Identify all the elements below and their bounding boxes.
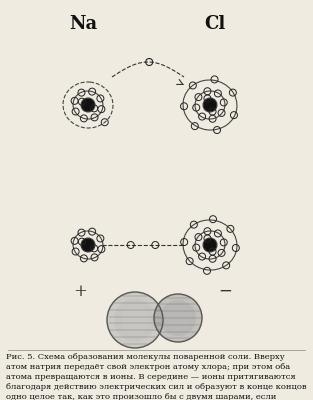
- Circle shape: [204, 239, 216, 251]
- Circle shape: [82, 239, 94, 251]
- Circle shape: [204, 99, 216, 111]
- Text: Cl: Cl: [204, 15, 226, 33]
- Text: Na: Na: [69, 15, 97, 33]
- Circle shape: [107, 292, 163, 348]
- Circle shape: [82, 99, 94, 111]
- Circle shape: [114, 299, 156, 341]
- Text: −: −: [218, 283, 232, 300]
- Circle shape: [121, 306, 149, 334]
- Circle shape: [160, 300, 196, 336]
- Circle shape: [166, 306, 190, 330]
- Text: Рис. 5. Схема образования молекулы поваренной соли. Вверху
атом натрия передаёт : Рис. 5. Схема образования молекулы повар…: [6, 353, 306, 400]
- Text: +: +: [73, 283, 87, 300]
- Circle shape: [154, 294, 202, 342]
